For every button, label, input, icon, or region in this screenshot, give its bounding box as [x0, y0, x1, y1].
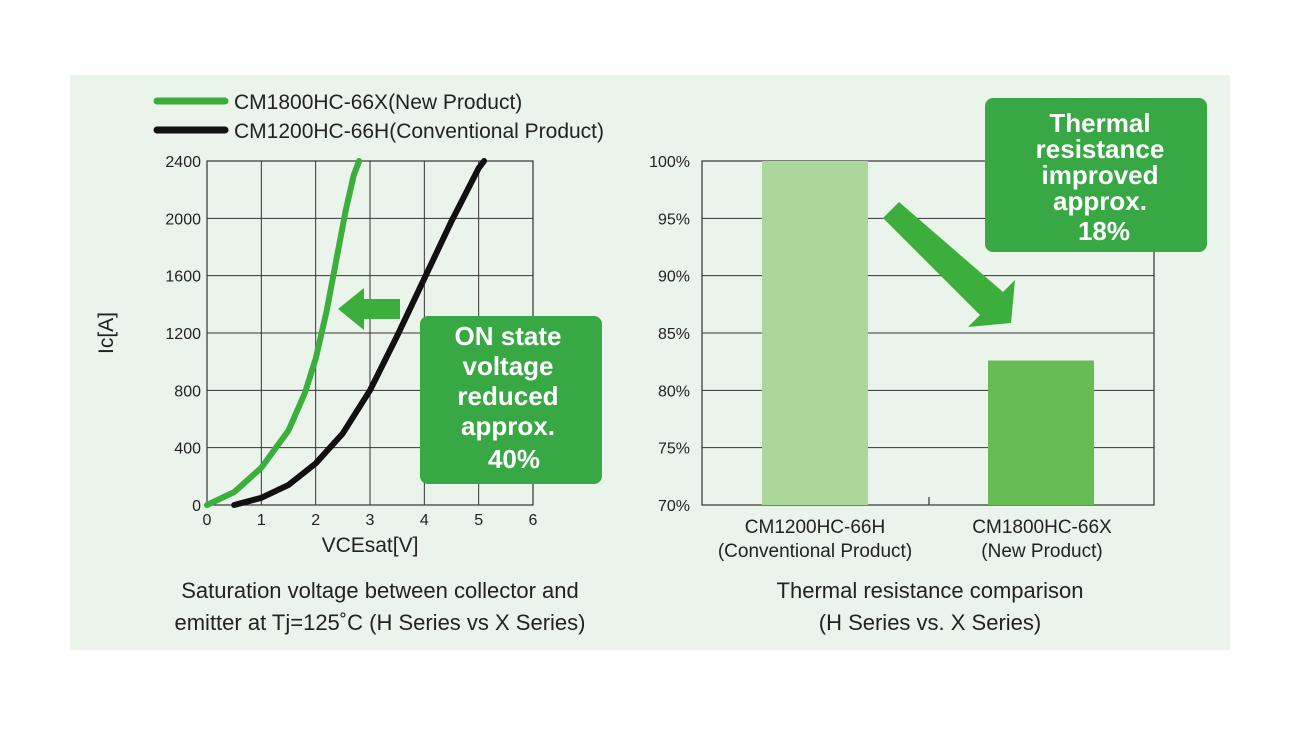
bar-y-tick-label: 70%	[658, 498, 690, 515]
callout-thermal-line5: 18%	[1078, 216, 1130, 246]
y-tick-label: 1200	[165, 326, 201, 343]
caption-left-line2: emitter at Tj=125˚C (H Series vs X Serie…	[175, 610, 586, 635]
callout-on-state-line1: ON state	[455, 321, 562, 351]
x-tick-label: 5	[474, 512, 483, 529]
y-tick-label: 2400	[165, 154, 201, 171]
series-line-new-product	[204, 158, 363, 508]
bar-category-label-new-1: CM1800HC-66X	[972, 517, 1112, 538]
callout-on-state-line3: reduced	[457, 381, 558, 411]
bar-new-product	[988, 360, 1094, 505]
callout-thermal-line1: Thermal	[1049, 108, 1150, 138]
diagonal-arrow-icon	[883, 202, 1015, 327]
y-tick-label: 0	[192, 498, 201, 515]
callout-thermal-box	[985, 98, 1207, 252]
callout-on-state-line4: approx.	[461, 411, 555, 441]
callout-thermal-line4: approx.	[1053, 186, 1147, 216]
x-tick-label: 2	[311, 512, 320, 529]
bar-y-tick-label: 100%	[649, 154, 690, 171]
line-chart-series	[204, 158, 488, 508]
caption-left-line1: Saturation voltage between collector and	[181, 578, 578, 603]
callout-thermal-line3: improved	[1041, 160, 1158, 190]
caption-right-line1: Thermal resistance comparison	[777, 578, 1084, 603]
bar-chart-bars	[762, 161, 1094, 505]
callout-on-state-line5: 40%	[488, 444, 540, 474]
bar-category-label-new-2: (New Product)	[981, 541, 1102, 562]
series-line-conventional-product	[231, 158, 488, 508]
bar-category-label-conventional-2: (Conventional Product)	[718, 541, 912, 562]
x-tick-label: 0	[203, 512, 212, 529]
legend-label-new: CM1800HC-66X(New Product)	[234, 91, 522, 114]
bar-y-tick-label: 95%	[658, 211, 690, 228]
bar-y-tick-label: 90%	[658, 269, 690, 286]
x-tick-label: 6	[529, 512, 538, 529]
x-axis-label: VCEsat[V]	[322, 534, 419, 557]
bar-y-tick-label: 75%	[658, 441, 690, 458]
callout-on-state-line2: voltage	[462, 351, 553, 381]
bar-chart-y-ticks: 70% 75% 80% 85% 90% 95% 100%	[649, 154, 690, 515]
callout-thermal-line2: resistance	[1036, 134, 1165, 164]
caption-right-line2: (H Series vs. X Series)	[819, 610, 1042, 635]
y-tick-label: 2000	[165, 211, 201, 228]
left-arrow-icon	[338, 288, 400, 330]
callout-thermal: Thermal resistance improved approx. 18%	[985, 98, 1207, 252]
bar-chart: 70% 75% 80% 85% 90% 95% 100% CM1200HC-66H (Con…	[649, 154, 1155, 562]
x-tick-label: 4	[420, 512, 429, 529]
x-tick-label: 1	[257, 512, 266, 529]
y-tick-label: 400	[174, 441, 201, 458]
callout-on-state-box	[420, 316, 602, 484]
y-tick-label: 1600	[165, 269, 201, 286]
legend: CM1800HC-66X(New Product) CM1200HC-66H(C…	[153, 91, 604, 143]
line-chart-x-ticks: 0 1 2 3 4 5 6	[203, 512, 538, 529]
y-tick-label: 800	[174, 383, 201, 400]
y-axis-label: Ic[A]	[95, 312, 118, 354]
bar-y-tick-label: 85%	[658, 326, 690, 343]
x-tick-label: 3	[366, 512, 375, 529]
bar-conventional-product	[762, 161, 868, 505]
line-chart-y-ticks: 0 400 800 1200 1600 2000 2400	[165, 154, 201, 515]
bar-y-tick-label: 80%	[658, 383, 690, 400]
callout-on-state: ON state voltage reduced approx. 40%	[420, 316, 602, 484]
bar-category-label-conventional-1: CM1200HC-66H	[745, 517, 885, 538]
legend-label-conventional: CM1200HC-66H(Conventional Product)	[234, 120, 604, 143]
